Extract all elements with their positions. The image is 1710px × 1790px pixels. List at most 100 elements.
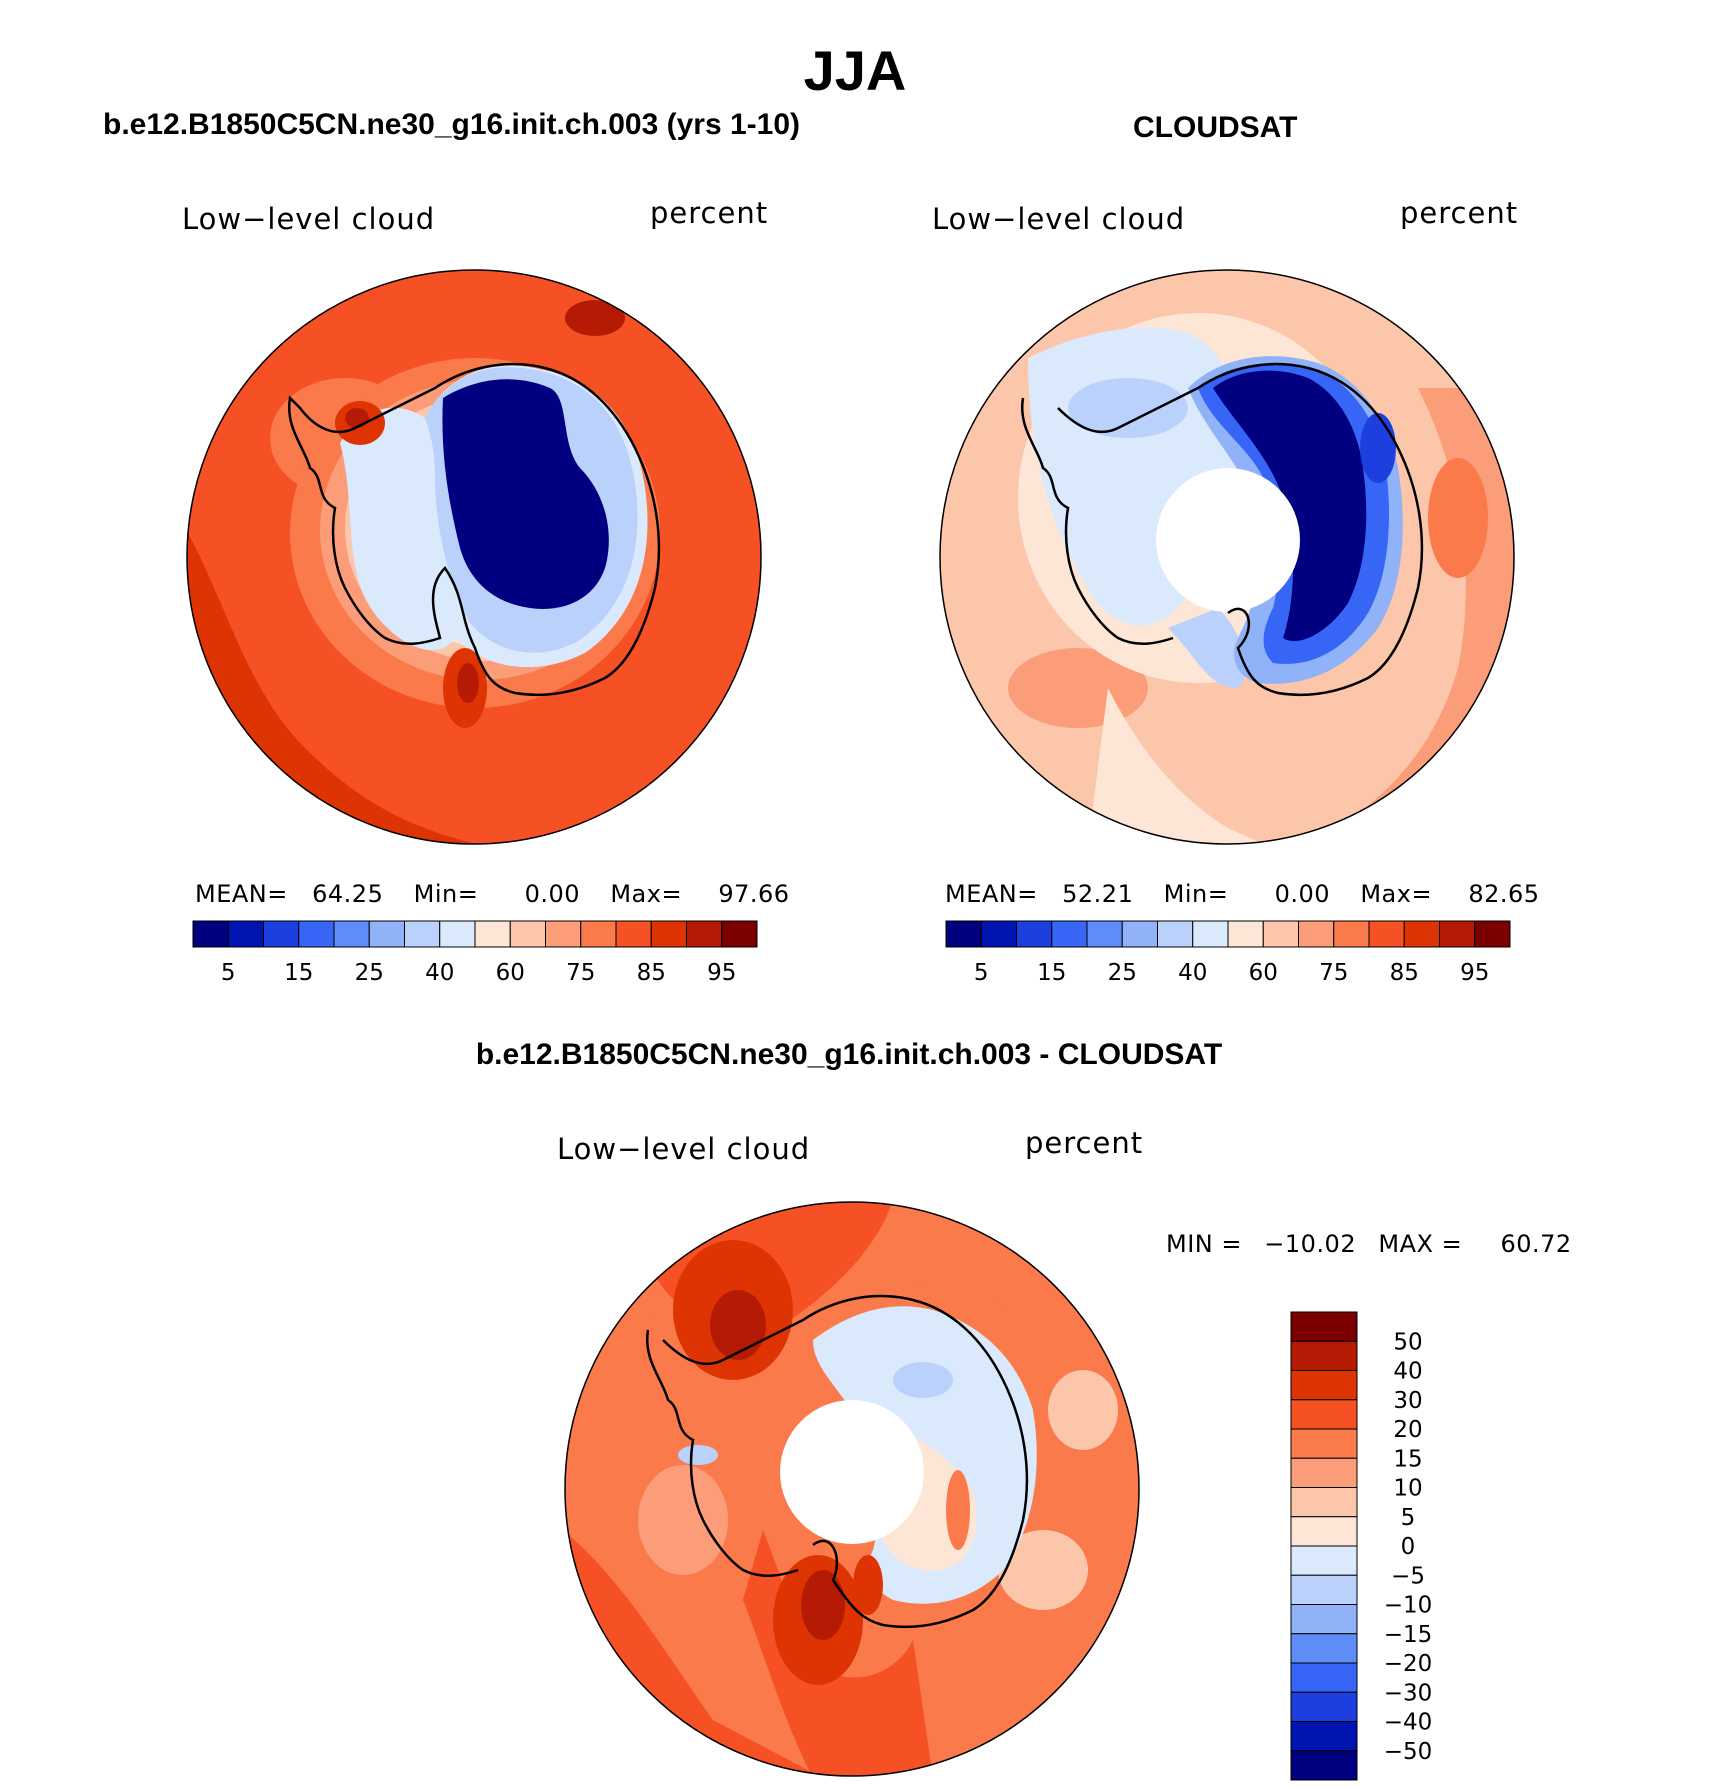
- model-polar-map: [186, 269, 762, 845]
- model-colorbar: 5 15 25 40 60 75 85 95: [192, 920, 758, 986]
- colorbar-box: [1290, 1340, 1358, 1371]
- colorbar-tick-label: 95: [1460, 960, 1489, 986]
- colorbar-box: [1333, 920, 1370, 948]
- colorbar-box: [368, 920, 405, 948]
- colorbar-tick-label: 25: [355, 960, 384, 986]
- colorbar-tick-label: 85: [1390, 960, 1419, 986]
- diff-polar-map: [564, 1201, 1140, 1777]
- obs-variable-label: Low−level cloud: [932, 202, 1186, 236]
- obs-polar-map: [939, 269, 1515, 845]
- colorbar-box: [1086, 920, 1123, 948]
- colorbar-tick-label: 75: [566, 960, 595, 986]
- colorbar-box: [1290, 1457, 1358, 1488]
- colorbar-box: [227, 920, 264, 948]
- colorbar-box: [1290, 1545, 1358, 1576]
- colorbar-tick-label: −40: [1384, 1710, 1433, 1736]
- min-label: MIN =: [1166, 1230, 1242, 1258]
- obs-units-label: percent: [1400, 196, 1519, 230]
- colorbar-box: [980, 920, 1017, 948]
- colorbar-box: [192, 920, 229, 948]
- colorbar-box: [721, 920, 758, 948]
- obs-panel-title: CLOUDSAT: [1133, 111, 1298, 144]
- colorbar-tick-label: 85: [637, 960, 666, 986]
- max-value: 60.72: [1500, 1230, 1572, 1258]
- colorbar-tick-label: 40: [1393, 1359, 1422, 1385]
- colorbar-box: [404, 920, 441, 948]
- model-units-label: percent: [650, 196, 769, 230]
- colorbar-tick-label: −20: [1384, 1651, 1433, 1677]
- model-panel-title: b.e12.B1850C5CN.ne30_g16.init.ch.003 (yr…: [103, 108, 801, 141]
- colorbar-box: [474, 920, 511, 948]
- mean-label: MEAN=: [945, 880, 1038, 908]
- colorbar-tick-label: −15: [1384, 1622, 1433, 1648]
- colorbar-tick-label: 60: [1249, 960, 1278, 986]
- diff-units-label: percent: [1025, 1126, 1144, 1160]
- colorbar-tick-label: 10: [1393, 1476, 1422, 1502]
- colorbar-tick-label: 40: [425, 960, 454, 986]
- colorbar-box: [1121, 920, 1158, 948]
- mean-value: 64.25: [312, 880, 384, 908]
- colorbar-box: [1051, 920, 1088, 948]
- max-label: MAX =: [1378, 1230, 1463, 1258]
- colorbar-tick-label: 40: [1178, 960, 1207, 986]
- colorbar-box: [1227, 920, 1264, 948]
- colorbar-box: [1290, 1516, 1358, 1547]
- colorbar-box: [1290, 1574, 1358, 1605]
- colorbar-box: [1290, 1428, 1358, 1459]
- mean-label: MEAN=: [195, 880, 288, 908]
- colorbar-tick-label: 5: [1401, 1505, 1416, 1531]
- colorbar-box: [439, 920, 476, 948]
- colorbar-tick-label: 95: [707, 960, 736, 986]
- max-label: Max=: [610, 880, 683, 908]
- colorbar-tick-label: 30: [1393, 1388, 1422, 1414]
- diff-panel-title: b.e12.B1850C5CN.ne30_g16.init.ch.003 - C…: [475, 1038, 1223, 1071]
- colorbar-tick-label: −10: [1384, 1593, 1433, 1619]
- colorbar-box: [1290, 1604, 1358, 1635]
- colorbar-box: [1290, 1633, 1358, 1664]
- min-value: 0.00: [524, 880, 581, 908]
- colorbar-tick-label: 5: [221, 960, 236, 986]
- min-label: Min=: [1163, 880, 1229, 908]
- colorbar-tick-label: 60: [496, 960, 525, 986]
- colorbar-box: [545, 920, 582, 948]
- colorbar-box: [945, 920, 982, 948]
- colorbar-box: [1298, 920, 1335, 948]
- colorbar-tick-label: 50: [1393, 1329, 1422, 1355]
- min-value: −10.02: [1264, 1230, 1357, 1258]
- colorbar-box: [298, 920, 335, 948]
- model-stats: MEAN= 64.25 Min= 0.00 Max= 97.66: [195, 880, 790, 908]
- colorbar-tick-label: 15: [1037, 960, 1066, 986]
- max-value: 97.66: [718, 880, 790, 908]
- colorbar-tick-label: −50: [1384, 1739, 1433, 1765]
- colorbar-box: [1290, 1750, 1358, 1781]
- colorbar-box: [333, 920, 370, 948]
- colorbar-tick-label: −5: [1391, 1563, 1425, 1589]
- colorbar-box: [509, 920, 546, 948]
- colorbar-box: [650, 920, 687, 948]
- colorbar-box: [1403, 920, 1440, 948]
- colorbar-tick-label: 75: [1319, 960, 1348, 986]
- max-value: 82.65: [1468, 880, 1540, 908]
- colorbar-tick-label: 20: [1393, 1417, 1422, 1443]
- colorbar-box: [1262, 920, 1299, 948]
- colorbar-box: [1192, 920, 1229, 948]
- model-variable-label: Low−level cloud: [182, 202, 436, 236]
- colorbar-box: [1474, 920, 1511, 948]
- colorbar-box: [1368, 920, 1405, 948]
- colorbar-box: [1290, 1662, 1358, 1693]
- colorbar-box: [1016, 920, 1053, 948]
- colorbar-tick-label: 0: [1401, 1534, 1416, 1560]
- obs-colorbar: 5 15 25 40 60 75 85 95: [945, 920, 1511, 986]
- min-label: Min=: [413, 880, 479, 908]
- colorbar-tick-label: 15: [284, 960, 313, 986]
- min-value: 0.00: [1274, 880, 1331, 908]
- diff-stats: MIN = −10.02 MAX = 60.72: [1166, 1230, 1572, 1258]
- colorbar-tick-label: −30: [1384, 1680, 1433, 1706]
- colorbar-box: [1439, 920, 1476, 948]
- colorbar-tick-label: 5: [974, 960, 989, 986]
- colorbar-box: [615, 920, 652, 948]
- colorbar-box: [263, 920, 300, 948]
- main-title: JJA: [803, 39, 907, 102]
- colorbar-box: [1290, 1399, 1358, 1430]
